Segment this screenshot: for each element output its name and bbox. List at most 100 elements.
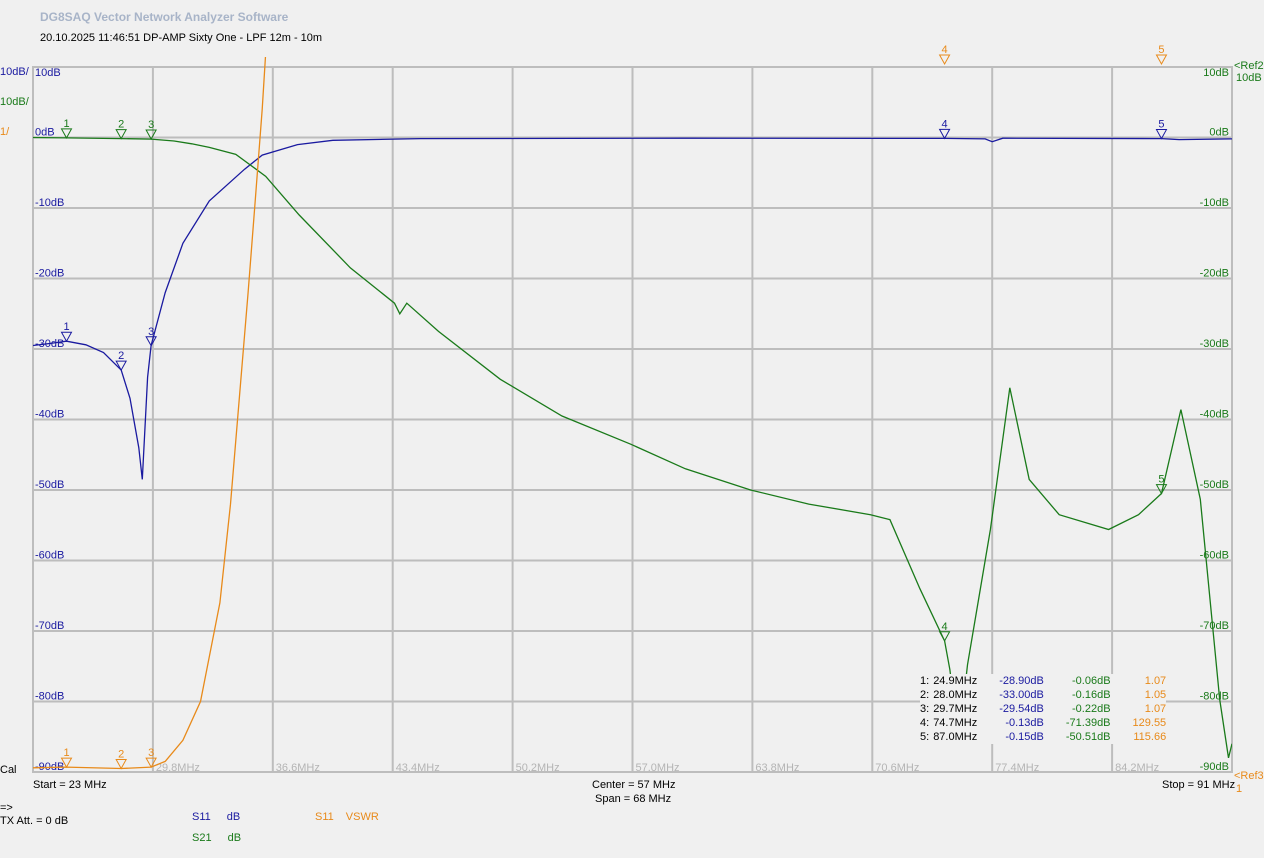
marker-n: 2: [920, 689, 930, 701]
y-tick-label-right: -60dB [1200, 550, 1229, 562]
marker-vswr: 115.66 [1133, 731, 1167, 743]
marker-s21-3-triangle [145, 129, 157, 141]
arrow-label: => [0, 802, 13, 814]
x-tick-label: 70.6MHz [875, 762, 919, 774]
marker-s11: -29.54dB [999, 703, 1044, 715]
x-tick-label: 77.4MHz [995, 762, 1039, 774]
marker-s11-2-label: 2 [118, 350, 124, 362]
marker-s11-4-label: 4 [942, 118, 948, 130]
marker-freq: 29.7MHz [933, 703, 978, 715]
x-tick-label: 43.4MHz [396, 762, 440, 774]
marker-freq: 24.9MHz [933, 675, 978, 687]
y-tick-label-left: -80dB [35, 691, 64, 703]
marker-n: 5: [920, 731, 930, 743]
cal-label: Cal [0, 764, 17, 776]
y-tick-label-left: -20dB [35, 268, 64, 280]
y-tick-label-left: 10dB [35, 67, 61, 79]
measurement-subtitle: 20.10.2025 11:46:51 DP-AMP Sixty One - L… [40, 32, 323, 44]
ref-bottom-value: 1 [1236, 783, 1243, 795]
x-tick-label: 63.8MHz [755, 762, 799, 774]
marker-vswr-4-triangle [938, 54, 951, 66]
x-tick-label: 50.2MHz [516, 762, 560, 774]
center-freq: Center = 57 MHz [592, 779, 676, 791]
y-tick-label-right: -40dB [1200, 409, 1229, 421]
marker-s21-1-triangle [60, 128, 73, 139]
marker-s11-2-triangle [115, 360, 128, 372]
y-tick-label-left: -60dB [35, 550, 64, 562]
trace-s11-db [33, 137, 1232, 480]
marker-s21: -0.06dB [1072, 675, 1111, 687]
marker-vswr-1-label: 1 [63, 747, 69, 759]
trace-s11-vswr [33, 57, 267, 770]
marker-row: 2: 28.0MHz -33.00dB -0.16dB 1.05 [920, 688, 1166, 702]
legend-s21-db[interactable]: S21 dB [192, 832, 241, 844]
vswr-scale-label: 1/ [0, 126, 10, 138]
marker-vswr-4-label: 4 [942, 44, 948, 56]
marker-s11-1-label: 1 [63, 321, 69, 333]
trace-s21-db [33, 136, 1232, 759]
marker-vswr: 1.05 [1144, 689, 1167, 701]
marker-row: 5: 87.0MHz -0.15dB -50.51dB 115.66 [920, 730, 1166, 744]
marker-vswr-3-triangle [145, 757, 157, 769]
legend-s11-db[interactable]: S11 dB [192, 811, 240, 823]
marker-s11: -0.13dB [1005, 717, 1044, 729]
marker-s11-1-triangle [60, 331, 73, 343]
marker-s11-5-label: 5 [1158, 119, 1164, 131]
marker-s11-4-triangle [938, 128, 951, 140]
tx-att-label: TX Att. = 0 dB [0, 815, 69, 827]
marker-freq: 87.0MHz [933, 731, 978, 743]
y-tick-label-right: -50dB [1200, 479, 1229, 491]
marker-vswr: 1.07 [1144, 703, 1167, 715]
span-freq: Span = 68 MHz [595, 793, 672, 805]
marker-s11-5-triangle [1155, 129, 1168, 140]
marker-s21-3-label: 3 [148, 119, 154, 131]
y-tick-label-right: -10dB [1200, 197, 1229, 209]
marker-s21: -50.51dB [1065, 731, 1111, 743]
marker-vswr-3-label: 3 [148, 747, 154, 759]
start-freq: Start = 23 MHz [33, 779, 107, 791]
s21-scale-label: 10dB/ [0, 96, 29, 108]
marker-s21-1-label: 1 [63, 118, 69, 130]
app-title: DG8SAQ Vector Network Analyzer Software [40, 10, 289, 24]
y-tick-label-right: 0dB [1209, 127, 1229, 139]
marker-vswr: 1.07 [1144, 675, 1167, 687]
y-tick-label-left: -40dB [35, 409, 64, 421]
marker-s21-4-label: 4 [942, 621, 948, 633]
x-tick-label: 36.6MHz [276, 762, 320, 774]
x-tick-label: 84.2MHz [1115, 762, 1159, 774]
marker-vswr-1-triangle [60, 757, 73, 769]
marker-n: 4: [920, 717, 930, 729]
ref-top-value: 10dB [1236, 72, 1262, 84]
legend-param: S21 [192, 832, 212, 844]
y-tick-label-right: 10dB [1203, 67, 1229, 79]
legend-unit: dB [227, 832, 242, 844]
marker-vswr-5-triangle [1155, 54, 1168, 66]
x-tick-label: 29.8MHz [156, 762, 200, 774]
ref-top-label: <Ref2 [1234, 60, 1264, 72]
x-tick-label: 57.0MHz [636, 762, 680, 774]
y-tick-label-left: -50dB [35, 479, 64, 491]
y-tick-label-right: -30dB [1200, 338, 1229, 350]
marker-s21: -0.22dB [1072, 703, 1111, 715]
marker-s11-3-triangle [145, 336, 157, 347]
y-tick-label-right: -80dB [1200, 691, 1229, 703]
y-tick-label-right: -70dB [1200, 620, 1229, 632]
marker-s21-2-triangle [115, 129, 128, 140]
marker-s11: -28.90dB [999, 675, 1044, 687]
marker-s11-3-label: 3 [148, 326, 154, 338]
ref-bottom-label: <Ref3 [1234, 770, 1264, 782]
y-tick-label-right: -20dB [1200, 268, 1229, 280]
marker-s11: -0.15dB [1005, 731, 1044, 743]
marker-table: 1: 24.9MHz -28.90dB -0.06dB 1.07 2: 28.0MHz -33… [920, 674, 1167, 744]
s11-scale-label: 10dB/ [0, 66, 29, 78]
legend-s11-vswr[interactable]: S11 VSWR [315, 811, 379, 823]
marker-row: 4: 74.7MHz -0.13dB -71.39dB 129.55 [920, 716, 1166, 730]
marker-freq: 74.7MHz [933, 717, 978, 729]
marker-vswr-2-triangle [115, 758, 128, 770]
legend-unit: VSWR [345, 811, 379, 823]
legend-param: S11 [315, 811, 334, 823]
marker-n: 1: [920, 675, 930, 687]
marker-vswr-2-label: 2 [118, 748, 124, 760]
marker-s21-4-triangle [938, 631, 951, 642]
legend-unit: dB [226, 811, 241, 823]
